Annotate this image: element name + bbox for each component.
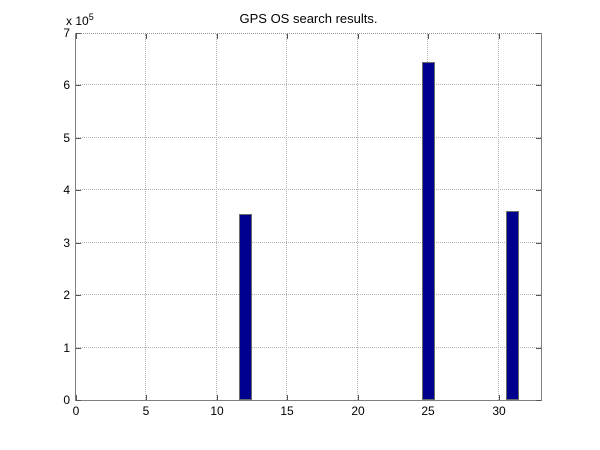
- top-tick-mark: [499, 34, 500, 39]
- grid-line-horizontal: [76, 84, 541, 86]
- grid-line-vertical: [215, 34, 217, 400]
- top-tick-mark: [358, 34, 359, 39]
- x-axis-line: [75, 400, 542, 401]
- grid-line-horizontal: [76, 294, 541, 296]
- right-tick-mark: [536, 190, 541, 191]
- y-tick-label: 0: [63, 393, 70, 407]
- grid-line-vertical: [286, 34, 288, 400]
- top-tick-mark: [217, 34, 218, 39]
- x-tick-label: 20: [351, 404, 365, 418]
- top-tick-mark: [428, 34, 429, 39]
- y-axis-multiplier-base: x 10: [66, 14, 89, 28]
- top-tick-mark: [76, 34, 77, 39]
- y-tick-mark: [76, 138, 81, 139]
- grid-line-horizontal: [76, 136, 541, 138]
- grid-line-vertical: [497, 34, 499, 400]
- y-tick-label: 2: [63, 288, 70, 302]
- top-axis-line: [75, 33, 542, 34]
- x-tick-mark: [146, 395, 147, 400]
- x-tick-label: 25: [421, 404, 435, 418]
- right-tick-mark: [536, 348, 541, 349]
- x-tick-mark: [287, 395, 288, 400]
- y-tick-mark: [76, 400, 81, 401]
- x-tick-label: 15: [280, 404, 294, 418]
- y-tick-label: 6: [63, 78, 70, 92]
- grid-line-horizontal: [76, 346, 541, 348]
- y-tick-mark: [76, 33, 81, 34]
- right-tick-mark: [536, 295, 541, 296]
- top-tick-mark: [287, 34, 288, 39]
- grid-line-vertical: [145, 34, 147, 400]
- bar: [239, 214, 252, 400]
- y-tick-mark: [76, 348, 81, 349]
- x-tick-label: 30: [492, 404, 506, 418]
- grid-line-vertical: [356, 34, 358, 400]
- x-tick-mark: [217, 395, 218, 400]
- y-tick-label: 3: [63, 236, 70, 250]
- x-tick-mark: [358, 395, 359, 400]
- y-tick-label: 4: [63, 183, 70, 197]
- y-tick-label: 7: [63, 26, 70, 40]
- x-tick-mark: [76, 395, 77, 400]
- y-axis-multiplier-label: x 105: [66, 12, 94, 28]
- right-tick-mark: [536, 138, 541, 139]
- y-axis-line: [75, 33, 76, 401]
- y-tick-mark: [76, 243, 81, 244]
- y-tick-mark: [76, 190, 81, 191]
- y-tick-mark: [76, 295, 81, 296]
- bar: [422, 62, 435, 400]
- right-tick-mark: [536, 85, 541, 86]
- x-tick-label: 5: [142, 404, 150, 418]
- x-tick-mark: [499, 395, 500, 400]
- y-tick-label: 5: [63, 131, 70, 145]
- right-axis-line: [541, 33, 542, 401]
- right-tick-mark: [536, 243, 541, 244]
- right-tick-mark: [536, 33, 541, 34]
- chart-title: GPS OS search results.: [239, 11, 378, 26]
- top-tick-mark: [146, 34, 147, 39]
- right-tick-mark: [536, 400, 541, 401]
- bar: [506, 211, 519, 400]
- y-axis-multiplier-exponent: 5: [88, 12, 94, 22]
- x-tick-label: 10: [210, 404, 224, 418]
- grid-line-horizontal: [76, 189, 541, 191]
- y-tick-mark: [76, 85, 81, 86]
- x-tick-label: 0: [72, 404, 80, 418]
- y-tick-label: 1: [63, 341, 70, 355]
- grid-line-horizontal: [76, 241, 541, 243]
